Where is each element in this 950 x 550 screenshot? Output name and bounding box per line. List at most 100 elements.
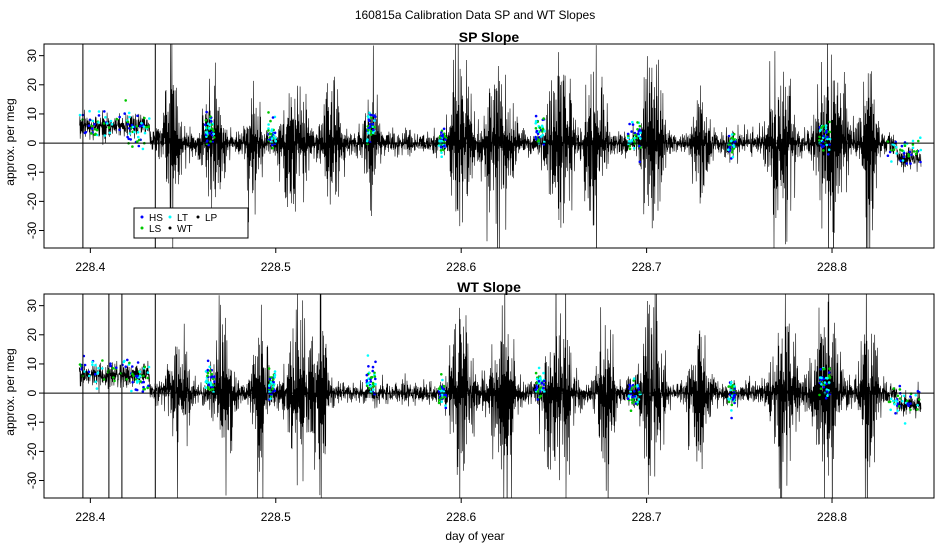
wt-slope-title: WT Slope: [457, 279, 521, 295]
wt-cal-point: [894, 412, 897, 415]
wt-cal-point: [727, 397, 730, 400]
sp-cal-point: [639, 137, 642, 140]
sp-cal-point: [825, 131, 828, 134]
sp-cal-point: [143, 117, 146, 120]
sp-cal-point: [370, 133, 373, 136]
wt-cal-point: [728, 401, 731, 404]
sp-cal-point: [271, 147, 274, 150]
wt-cal-point: [123, 361, 126, 364]
wt-cal-point: [730, 417, 733, 420]
sp-cal-point: [913, 150, 916, 153]
wt-cal-point: [729, 393, 732, 396]
wt-cal-point: [535, 385, 538, 388]
sp-cal-point: [210, 120, 213, 123]
sp-cal-point: [132, 126, 135, 129]
wt-cal-point: [212, 388, 215, 391]
wt-cal-point: [206, 375, 209, 378]
sp-cal-point: [369, 114, 372, 117]
sp-slope-ylabel: approx. per meg: [3, 98, 17, 185]
wt-cal-point: [147, 371, 150, 374]
wt-cal-point: [896, 409, 899, 412]
sp-cal-point: [542, 117, 545, 120]
wt-cal-point: [270, 381, 273, 384]
legend-marker-wt: [169, 227, 172, 230]
wt-cal-point: [146, 387, 149, 390]
wt-cal-point: [633, 390, 636, 393]
sp-cal-point: [895, 146, 898, 149]
sp-cal-point: [919, 136, 922, 139]
wt-cal-point: [113, 380, 116, 383]
wt-cal-point: [895, 399, 898, 402]
wt-cal-point: [543, 380, 546, 383]
sp-cal-point: [440, 149, 443, 152]
wt-cal-point: [818, 394, 821, 397]
sp-cal-point: [206, 139, 209, 142]
wt-cal-point: [366, 379, 369, 382]
wt-cal-point: [139, 380, 142, 383]
sp-cal-point: [368, 118, 371, 121]
sp-cal-point: [821, 146, 824, 149]
wt-cal-point: [897, 395, 900, 398]
sp-cal-point: [209, 140, 212, 143]
wt-cal-point: [112, 367, 115, 370]
wt-ytick-label: 10: [25, 357, 39, 371]
sp-cal-point: [104, 134, 107, 137]
wt-cal-point: [445, 407, 448, 410]
sp-cal-point: [826, 136, 829, 139]
wt-cal-point: [731, 404, 734, 407]
wt-cal-point: [272, 381, 275, 384]
sp-cal-point: [632, 123, 635, 126]
wt-cal-point: [268, 367, 271, 370]
sp-cal-point: [636, 121, 639, 124]
wt-cal-point: [101, 359, 104, 362]
wt-cal-point: [820, 387, 823, 390]
wt-cal-point: [889, 409, 892, 412]
wt-cal-point: [897, 402, 900, 405]
wt-cal-point: [109, 362, 112, 365]
wt-cal-point: [543, 390, 546, 393]
wt-cal-point: [441, 379, 444, 382]
wt-cal-point: [440, 397, 443, 400]
wt-cal-point: [733, 385, 736, 388]
sp-cal-point: [440, 146, 443, 149]
wt-cal-point: [918, 398, 921, 401]
wt-cal-point: [112, 376, 115, 379]
wt-cal-point: [444, 404, 447, 407]
sp-cal-point: [269, 138, 272, 141]
wt-cal-point: [210, 384, 213, 387]
sp-cal-point: [904, 144, 907, 147]
sp-cal-point: [372, 131, 375, 134]
sp-cal-point: [131, 145, 134, 148]
wt-cal-point: [537, 398, 540, 401]
wt-cal-point: [136, 375, 139, 378]
figure-suptitle: 160815a Calibration Data SP and WT Slope…: [355, 8, 595, 22]
sp-cal-point: [208, 127, 211, 130]
sp-cal-point: [104, 116, 107, 119]
wt-cal-point: [374, 361, 377, 364]
sp-cal-point: [638, 145, 641, 148]
sp-cal-point: [910, 154, 913, 157]
wt-cal-point: [822, 368, 825, 371]
wt-cal-point: [101, 367, 104, 370]
wt-cal-point: [443, 385, 446, 388]
sp-cal-point: [212, 129, 215, 132]
sp-cal-point: [369, 123, 372, 126]
sp-cal-point: [444, 138, 447, 141]
sp-cal-point: [271, 137, 274, 140]
wt-cal-point: [137, 361, 140, 364]
sp-cal-point: [137, 136, 140, 139]
sp-cal-point: [138, 145, 141, 148]
sp-cal-point: [128, 127, 131, 130]
sp-cal-point: [373, 119, 376, 122]
sp-ytick-label: 10: [25, 107, 39, 121]
sp-cal-point: [267, 123, 270, 126]
sp-cal-point: [727, 148, 730, 151]
sp-cal-point: [128, 116, 131, 119]
sp-cal-point: [820, 126, 823, 129]
sp-cal-point: [535, 127, 538, 130]
sp-cal-point: [733, 145, 736, 148]
sp-cal-point: [85, 131, 88, 134]
legend-label-ls: LS: [149, 224, 162, 235]
wt-cal-point: [211, 375, 214, 378]
